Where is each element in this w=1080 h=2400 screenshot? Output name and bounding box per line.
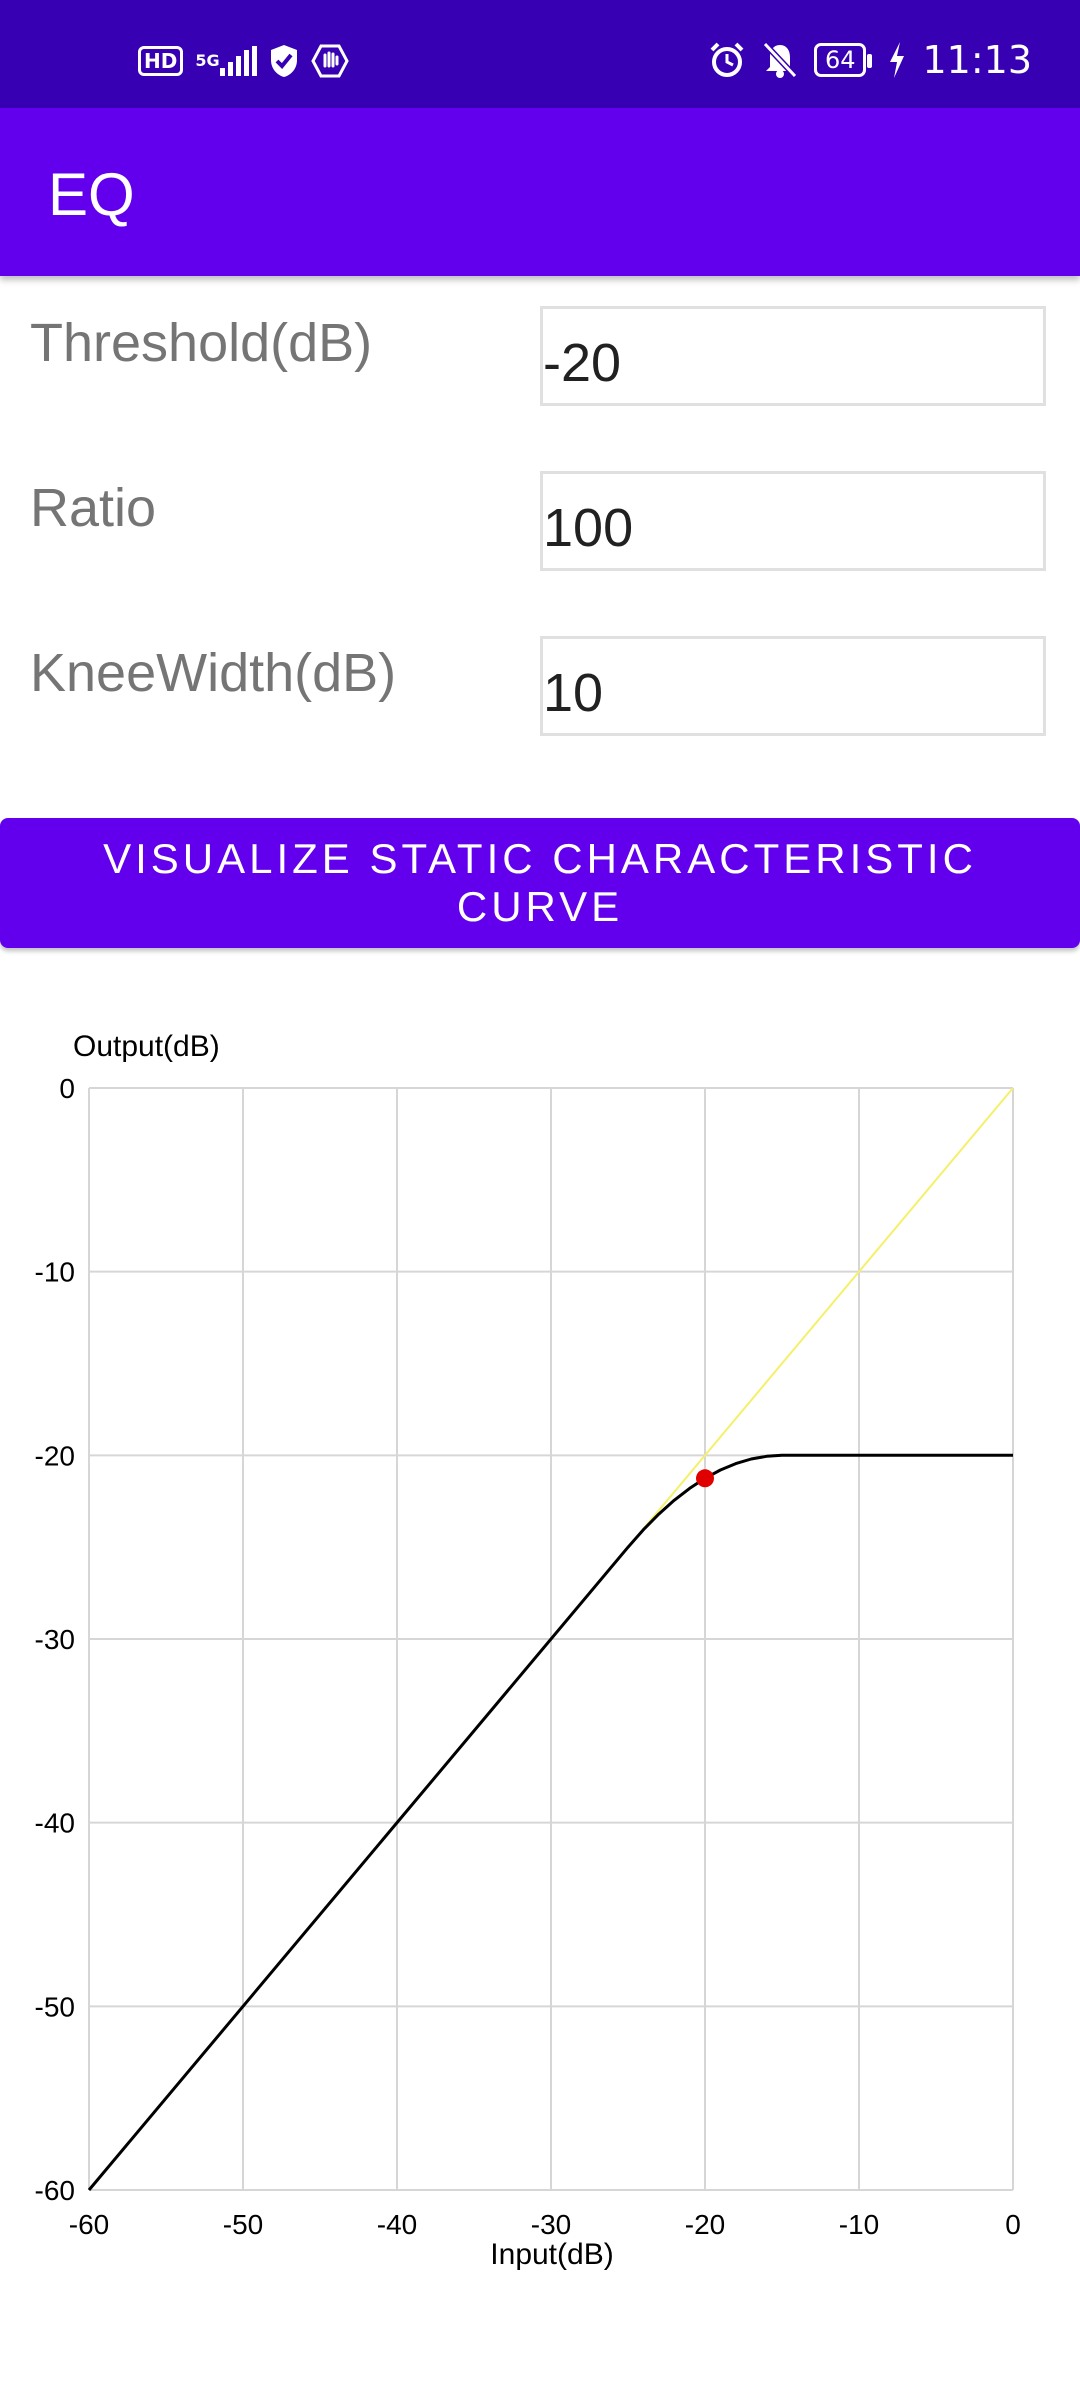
y-tick-label: -50 bbox=[35, 1991, 75, 2022]
x-tick-label: -30 bbox=[531, 2209, 571, 2240]
y-tick-label: 0 bbox=[59, 1073, 75, 1104]
y-axis-title: Output(dB) bbox=[73, 1030, 220, 1063]
status-bar: HD 5G 64 11:13 bbox=[0, 0, 1080, 108]
ratio-input[interactable] bbox=[540, 471, 1046, 571]
status-right: 64 11:13 bbox=[708, 38, 1032, 82]
alarm-icon bbox=[708, 41, 746, 79]
network-label: 5G bbox=[195, 51, 220, 70]
x-tick-label: -20 bbox=[685, 2209, 725, 2240]
ratio-row: Ratio bbox=[0, 471, 1080, 581]
x-axis-title: Input(dB) bbox=[490, 2238, 613, 2271]
threshold-label: Threshold(dB) bbox=[30, 313, 373, 373]
ratio-label: Ratio bbox=[30, 478, 157, 538]
threshold-input[interactable] bbox=[540, 306, 1046, 406]
shield-check-icon bbox=[269, 44, 299, 78]
hand-icon bbox=[310, 44, 349, 78]
knee-width-label: KneeWidth(dB) bbox=[30, 643, 397, 703]
battery-icon: 64 bbox=[813, 43, 872, 77]
charging-icon bbox=[888, 42, 906, 78]
chart: -60 -50 -40 -30 -20 -10 0 0 -10 -20 -30 -40 -50 -60 O… bbox=[0, 1000, 1080, 2300]
app-title: EQ bbox=[48, 161, 135, 228]
threshold-marker bbox=[696, 1469, 714, 1488]
clock: 11:13 bbox=[922, 38, 1032, 82]
x-tick-label: -10 bbox=[839, 2209, 879, 2240]
x-tick-label: -40 bbox=[377, 2209, 417, 2240]
y-tick-label: -60 bbox=[35, 2175, 75, 2206]
x-tick-label: -50 bbox=[223, 2209, 263, 2240]
x-tick-label: -60 bbox=[69, 2209, 109, 2240]
y-tick-label: -30 bbox=[35, 1624, 75, 1655]
knee-width-input[interactable] bbox=[540, 636, 1046, 736]
status-left: HD 5G bbox=[138, 44, 349, 78]
y-tick-label: -10 bbox=[35, 1257, 75, 1288]
threshold-row: Threshold(dB) bbox=[0, 306, 1080, 416]
y-tick-label: -40 bbox=[35, 1808, 75, 1839]
visualize-button[interactable]: VISUALIZE STATIC CHARACTERISTIC CURVE bbox=[0, 818, 1080, 948]
chart-svg: -60 -50 -40 -30 -20 -10 0 0 -10 -20 -30 -40 -50 -60 O… bbox=[35, 1030, 1021, 2271]
knee-width-row: KneeWidth(dB) bbox=[0, 636, 1080, 746]
signal-5g-icon: 5G bbox=[195, 46, 257, 76]
y-tick-label: -20 bbox=[35, 1440, 75, 1471]
x-tick-label: 0 bbox=[1005, 2209, 1021, 2240]
hd-icon: HD bbox=[138, 46, 184, 76]
bell-off-icon bbox=[762, 41, 798, 79]
app-bar: EQ bbox=[0, 108, 1080, 276]
